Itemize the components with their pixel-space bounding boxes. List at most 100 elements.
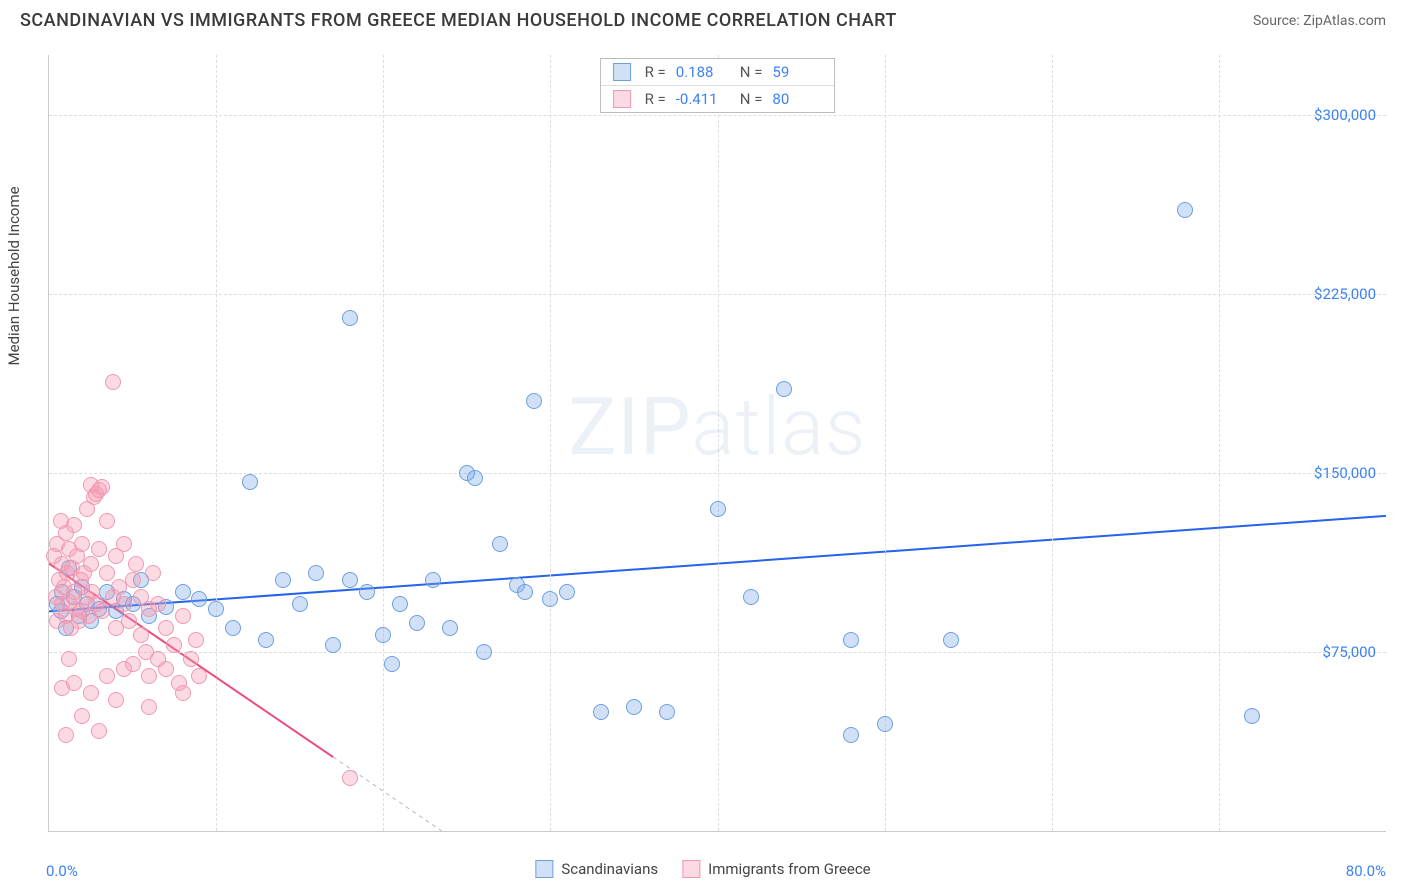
- scatter-point: [91, 723, 107, 739]
- legend-correlation-row: R = -0.411 N = 80: [601, 86, 835, 112]
- scatter-point: [175, 685, 191, 701]
- scatter-point: [776, 381, 792, 397]
- legend-swatch: [535, 860, 553, 878]
- scatter-point: [626, 699, 642, 715]
- legend-r-label: R =: [645, 63, 666, 81]
- gridline-vertical: [216, 55, 217, 831]
- gridline-vertical: [383, 55, 384, 831]
- chart-plot-area: ZIPatlas R = 0.188 N = 59 R = -0.411 N =…: [48, 55, 1386, 832]
- legend-swatch: [613, 63, 631, 81]
- scatter-point: [342, 572, 358, 588]
- scatter-point: [133, 627, 149, 643]
- scatter-point: [392, 596, 408, 612]
- gridline-vertical: [1052, 55, 1053, 831]
- scatter-point: [743, 589, 759, 605]
- scatter-point: [175, 584, 191, 600]
- scatter-point: [116, 536, 132, 552]
- scatter-point: [843, 727, 859, 743]
- legend-r-label: R =: [645, 90, 666, 108]
- scatter-point: [74, 708, 90, 724]
- legend-r-value: 0.188: [676, 63, 726, 81]
- scatter-point: [467, 470, 483, 486]
- scatter-point: [166, 637, 182, 653]
- legend-correlation-row: R = 0.188 N = 59: [601, 59, 835, 86]
- scatter-point: [121, 613, 137, 629]
- scatter-point: [175, 608, 191, 624]
- scatter-point: [275, 572, 291, 588]
- scatter-point: [409, 615, 425, 631]
- source-attribution: Source: ZipAtlas.com: [1253, 13, 1386, 29]
- scatter-point: [105, 374, 121, 390]
- legend-n-value: 80: [772, 90, 822, 108]
- scatter-point: [242, 474, 258, 490]
- scatter-point: [183, 651, 199, 667]
- scatter-point: [94, 479, 110, 495]
- scatter-point: [125, 572, 141, 588]
- scatter-point: [843, 632, 859, 648]
- scatter-point: [99, 565, 115, 581]
- scatter-point: [710, 501, 726, 517]
- y-tick-label: $75,000: [1322, 643, 1376, 661]
- source-name: ZipAtlas.com: [1303, 13, 1386, 29]
- scatter-point: [108, 692, 124, 708]
- scatter-point: [258, 632, 274, 648]
- scatter-point: [308, 565, 324, 581]
- chart-header: SCANDINAVIAN VS IMMIGRANTS FROM GREECE M…: [0, 0, 1406, 37]
- legend-n-value: 59: [772, 63, 822, 81]
- scatter-point: [659, 704, 675, 720]
- legend-series-label: Immigrants from Greece: [708, 860, 871, 878]
- scatter-point: [54, 680, 70, 696]
- scatter-point: [116, 596, 132, 612]
- scatter-point: [877, 716, 893, 732]
- scatter-point: [325, 637, 341, 653]
- scatter-point: [208, 601, 224, 617]
- scatter-point: [128, 556, 144, 572]
- scatter-point: [359, 584, 375, 600]
- gridline-vertical: [718, 55, 719, 831]
- scatter-point: [74, 536, 90, 552]
- scatter-point: [225, 620, 241, 636]
- scatter-point: [61, 651, 77, 667]
- x-axis-min-label: 0.0%: [46, 862, 78, 880]
- scatter-point: [116, 661, 132, 677]
- scatter-point: [141, 668, 157, 684]
- legend-n-label: N =: [740, 63, 763, 81]
- correlation-legend: R = 0.188 N = 59 R = -0.411 N = 80: [600, 58, 836, 113]
- scatter-point: [58, 727, 74, 743]
- scatter-point: [158, 620, 174, 636]
- scatter-point: [342, 310, 358, 326]
- gridline-vertical: [1219, 55, 1220, 831]
- x-axis-max-label: 80.0%: [1346, 862, 1386, 880]
- scatter-point: [99, 668, 115, 684]
- legend-series-item: Immigrants from Greece: [682, 860, 871, 878]
- scatter-point: [1244, 708, 1260, 724]
- scatter-point: [1177, 202, 1193, 218]
- scatter-point: [99, 513, 115, 529]
- legend-swatch: [613, 90, 631, 108]
- scatter-point: [476, 644, 492, 660]
- scatter-point: [94, 603, 110, 619]
- scatter-point: [91, 541, 107, 557]
- y-axis-title: Median Household Income: [5, 186, 23, 365]
- scatter-point: [292, 596, 308, 612]
- scatter-point: [442, 620, 458, 636]
- scatter-point: [943, 632, 959, 648]
- legend-r-value: -0.411: [676, 90, 726, 108]
- scatter-point: [593, 704, 609, 720]
- y-tick-label: $225,000: [1314, 285, 1376, 303]
- scatter-point: [375, 627, 391, 643]
- scatter-point: [425, 572, 441, 588]
- scatter-point: [542, 591, 558, 607]
- chart-title: SCANDINAVIAN VS IMMIGRANTS FROM GREECE M…: [20, 10, 897, 31]
- scatter-point: [526, 393, 542, 409]
- y-tick-label: $150,000: [1314, 464, 1376, 482]
- legend-series-item: Scandinavians: [535, 860, 658, 878]
- watermark-zip: ZIP: [568, 380, 691, 474]
- scatter-point: [83, 556, 99, 572]
- legend-n-label: N =: [740, 90, 763, 108]
- scatter-point: [492, 536, 508, 552]
- legend-series-label: Scandinavians: [561, 860, 658, 878]
- y-tick-label: $300,000: [1314, 106, 1376, 124]
- scatter-point: [191, 591, 207, 607]
- scatter-point: [559, 584, 575, 600]
